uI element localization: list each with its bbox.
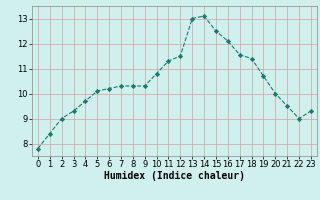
- X-axis label: Humidex (Indice chaleur): Humidex (Indice chaleur): [104, 171, 245, 181]
